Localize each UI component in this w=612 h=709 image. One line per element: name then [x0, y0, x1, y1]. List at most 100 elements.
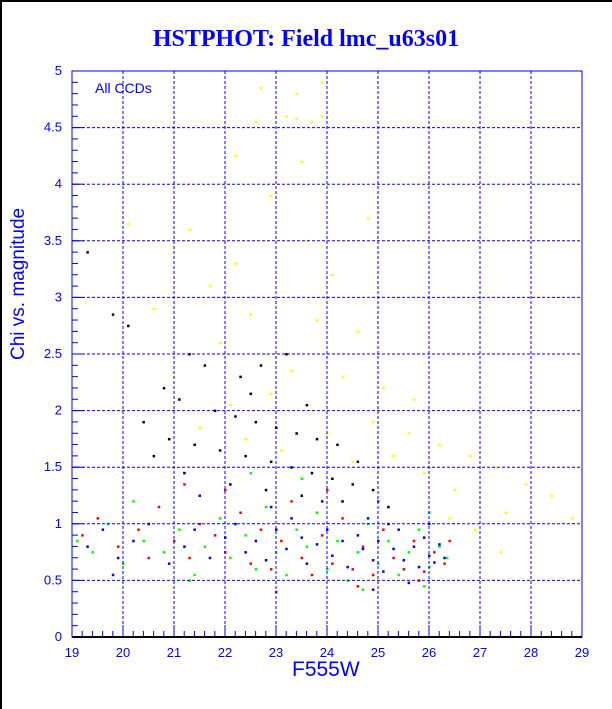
data-point [402, 568, 405, 571]
data-point [341, 500, 344, 503]
series-2 [81, 483, 451, 594]
data-point [412, 545, 416, 548]
data-point [218, 517, 222, 520]
data-point [361, 547, 365, 551]
data-point [351, 483, 354, 486]
data-point [259, 528, 263, 531]
y-tick-label: 3 [55, 289, 62, 304]
data-point [524, 483, 528, 486]
data-point [305, 562, 309, 565]
data-point [142, 420, 145, 424]
data-point [254, 120, 258, 124]
data-point [254, 568, 258, 571]
data-point [422, 536, 426, 539]
data-point [218, 341, 222, 345]
data-point [445, 556, 449, 560]
data-point [361, 545, 365, 548]
data-point [300, 556, 303, 560]
data-point [116, 545, 120, 548]
data-point [132, 539, 135, 543]
data-point [407, 581, 411, 585]
data-point [244, 534, 247, 537]
x-tick-label: 27 [473, 645, 487, 660]
data-point [397, 573, 400, 577]
data-point [259, 86, 263, 90]
series-3 [76, 471, 449, 591]
data-point [310, 573, 314, 577]
data-point [116, 556, 120, 560]
data-point [183, 471, 186, 475]
data-point [229, 556, 232, 560]
data-point [234, 154, 237, 158]
data-point [239, 511, 242, 514]
data-point [366, 217, 370, 220]
data-point [341, 539, 344, 543]
data-point [208, 556, 212, 560]
data-point [305, 403, 309, 407]
data-point [269, 194, 273, 198]
y-tick-label: 2 [55, 403, 62, 418]
data-point [331, 562, 334, 565]
data-point [244, 551, 247, 554]
data-point [300, 477, 303, 481]
data-point [382, 570, 385, 573]
data-point [356, 330, 360, 333]
data-point [570, 517, 574, 520]
data-point [188, 228, 191, 231]
data-point [224, 488, 227, 492]
data-point [392, 454, 395, 458]
series-0 [127, 81, 574, 582]
data-point [315, 543, 319, 546]
data-point [356, 460, 360, 464]
data-point [417, 528, 421, 531]
data-point [382, 386, 385, 390]
data-point [448, 517, 451, 520]
data-point [229, 403, 232, 407]
data-point [132, 500, 135, 503]
data-point [269, 460, 273, 464]
y-tick-label: 5 [55, 63, 62, 78]
data-point [356, 585, 360, 588]
data-point [111, 573, 115, 577]
x-tick-label: 23 [269, 645, 283, 660]
data-point [249, 313, 252, 316]
y-tick-label: 1.5 [44, 459, 62, 474]
data-point [111, 313, 115, 316]
data-point [86, 251, 89, 254]
data-point [203, 545, 207, 548]
y-tick-label: 0.5 [44, 572, 62, 587]
data-point [371, 488, 375, 492]
data-point [213, 409, 217, 413]
data-point [336, 539, 339, 543]
data-point [280, 539, 283, 543]
x-tick-label: 26 [422, 645, 436, 660]
data-point [86, 545, 89, 548]
y-tick-label: 4.5 [44, 120, 62, 135]
data-point [392, 547, 395, 551]
data-point [305, 239, 309, 243]
data-point [407, 432, 411, 435]
data-point [193, 573, 196, 577]
chart-title: HSTPHOT: Field lmc_u63s01 [152, 26, 460, 52]
y-tick-label: 3.5 [44, 233, 62, 248]
data-point [371, 420, 375, 424]
data-point [300, 536, 303, 539]
data-point [142, 539, 145, 543]
data-point [239, 375, 242, 379]
data-point [494, 466, 497, 469]
data-point [438, 545, 441, 548]
data-point [198, 494, 201, 497]
data-point [162, 551, 166, 554]
data-point [412, 539, 416, 543]
data-point [269, 568, 273, 571]
data-point [341, 517, 344, 520]
data-point [310, 120, 314, 124]
data-point [468, 454, 472, 458]
data-point [356, 534, 360, 537]
data-point [336, 443, 339, 447]
data-point [443, 556, 446, 560]
data-point [422, 570, 426, 573]
data-point [315, 511, 319, 514]
